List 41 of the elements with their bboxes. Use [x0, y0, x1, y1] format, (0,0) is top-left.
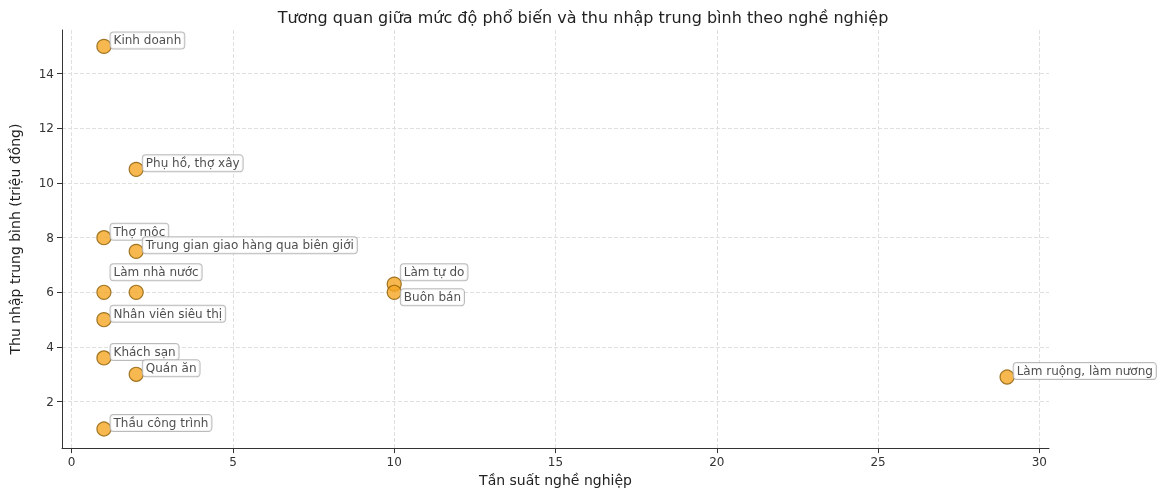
point — [999, 369, 1015, 385]
y-tick-label: 2 — [46, 394, 54, 409]
y-tick-label: 12 — [38, 121, 54, 136]
x-tick-label: 10 — [386, 455, 402, 470]
data-label: Thầu công trình — [112, 415, 209, 430]
data-label: Nhân viên siêu thị — [113, 306, 223, 321]
data-label: Quán ăn — [145, 361, 197, 376]
data-label: Kinh doanh — [113, 33, 182, 48]
x-tick-label: 0 — [67, 455, 76, 470]
data-label: Buôn bán — [403, 290, 462, 305]
x-tick-label: 30 — [1031, 455, 1047, 470]
point — [96, 38, 112, 54]
y-tick-label: 6 — [46, 285, 54, 300]
point — [128, 366, 144, 382]
point — [128, 284, 144, 300]
point — [386, 284, 402, 300]
point — [96, 284, 112, 300]
y-tick-label: 14 — [38, 66, 54, 81]
x-axis-title: Tần suất nghề nghiệp — [478, 472, 633, 488]
data-label: Làm ruộng, làm nương — [1016, 364, 1153, 379]
data-label: Khách sạn — [113, 344, 176, 359]
point — [96, 421, 112, 437]
x-tick-label: 15 — [547, 455, 564, 470]
data-label: Trung gian giao hàng qua biên giới — [144, 238, 354, 253]
data-label: Phụ hồ, thợ xây — [145, 156, 240, 171]
x-tick-label: 25 — [870, 455, 886, 470]
x-tick-label: 5 — [229, 455, 237, 470]
y-tick-label: 8 — [46, 230, 54, 245]
x-tick-label: 20 — [709, 455, 725, 470]
data-label: Làm nhà nước — [113, 265, 199, 280]
y-tick-label: 10 — [38, 176, 54, 191]
point — [96, 230, 112, 246]
point — [96, 350, 112, 366]
chart-title: Tương quan giữa mức độ phổ biến và thu nhập trung bình theo nghề nghiệp — [276, 7, 889, 27]
point — [128, 243, 144, 259]
y-tick-label: 4 — [46, 339, 54, 354]
data-label: Thợ mộc — [112, 224, 166, 239]
point — [96, 312, 112, 328]
y-axis-title: Thu nhập trung bình (triệu đồng) — [7, 123, 23, 356]
point — [128, 161, 144, 177]
data-label: Làm tự do — [403, 265, 465, 280]
